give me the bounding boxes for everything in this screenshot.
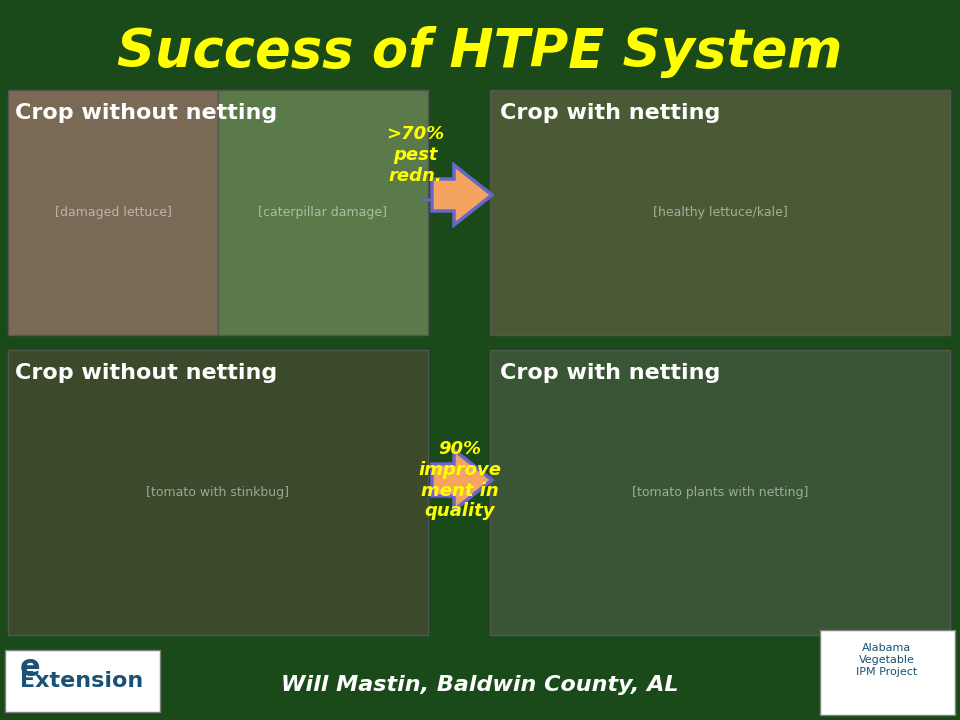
Text: [tomato with stinkbug]: [tomato with stinkbug] (147, 485, 290, 498)
Text: Crop with netting: Crop with netting (500, 363, 720, 383)
Text: Extension: Extension (20, 671, 144, 691)
Polygon shape (432, 450, 492, 510)
Text: [healthy lettuce/kale]: [healthy lettuce/kale] (653, 205, 787, 218)
Text: [tomato plants with netting]: [tomato plants with netting] (632, 485, 808, 498)
Text: [damaged lettuce]: [damaged lettuce] (55, 205, 172, 218)
Bar (8, 350, 428, 635)
Bar (490, 90, 950, 335)
Text: Success of HTPE System: Success of HTPE System (117, 26, 843, 78)
Text: 90%
improve
ment in
quality: 90% improve ment in quality (419, 440, 501, 521)
Bar (8, 90, 218, 335)
Bar (5, 650, 160, 712)
Text: Crop without netting: Crop without netting (15, 363, 277, 383)
Text: >70%
pest
redn.: >70% pest redn. (386, 125, 444, 184)
Polygon shape (432, 165, 492, 225)
Text: Will Mastin, Baldwin County, AL: Will Mastin, Baldwin County, AL (281, 675, 679, 695)
Text: Crop without netting: Crop without netting (15, 103, 277, 123)
Text: [caterpillar damage]: [caterpillar damage] (258, 205, 388, 218)
Text: Alabama
Vegetable
IPM Project: Alabama Vegetable IPM Project (856, 644, 918, 677)
Text: Crop with netting: Crop with netting (500, 103, 720, 123)
Bar (490, 350, 950, 635)
Bar (0, 645, 960, 720)
Bar (218, 90, 428, 335)
Bar (820, 630, 955, 715)
Text: e: e (20, 654, 40, 683)
